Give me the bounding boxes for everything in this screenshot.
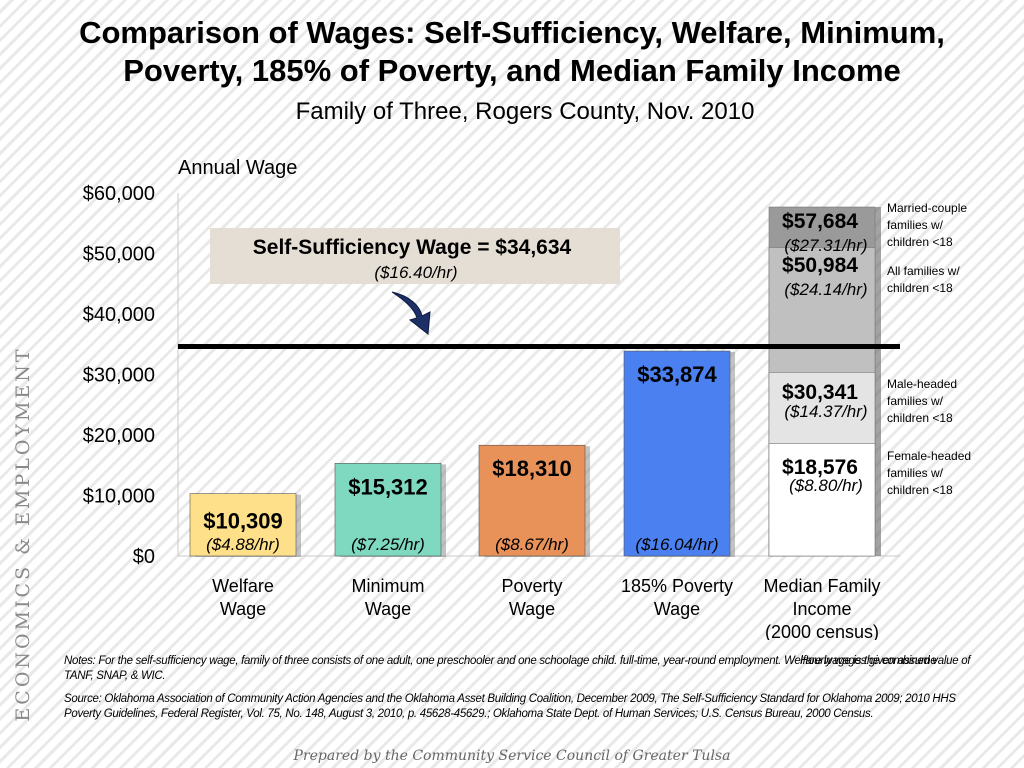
median-hourly-label: ($27.31/hr) (784, 236, 867, 255)
notes-source: Source: Oklahoma Association of Communit… (64, 692, 979, 722)
x-category-label: Poverty (501, 576, 562, 596)
median-segment-legend: Female-headed (887, 449, 971, 463)
y-tick-label: $50,000 (83, 244, 155, 266)
x-category-label: Median Family (763, 576, 880, 596)
x-category-label: Wage (365, 599, 411, 619)
median-segment-legend: All families w/ (887, 264, 960, 278)
median-segment-legend: children <18 (887, 235, 953, 249)
median-segment-legend: children <18 (887, 281, 953, 295)
median-segment-legend: children <18 (887, 483, 953, 497)
notes-hourly: Hourly wages given assume (800, 654, 936, 669)
callout-label: Self-Sufficiency Wage = $34,634 (253, 236, 572, 259)
x-category-label: Welfare (212, 576, 274, 596)
bar-value-label: $15,312 (348, 474, 428, 499)
y-tick-label: $40,000 (83, 304, 155, 326)
x-category-label: Wage (220, 599, 266, 619)
x-category-label: Wage (654, 599, 700, 619)
median-value-label: $50,984 (782, 254, 858, 277)
median-segment-legend: families w/ (887, 466, 944, 480)
bar-hourly-label: ($7.25/hr) (351, 535, 425, 554)
x-category-label: (2000 census) (765, 622, 879, 640)
y-tick-label: $0 (133, 546, 155, 568)
footer-credit: Prepared by the Community Service Counci… (0, 748, 1024, 764)
median-value-label: $30,341 (782, 381, 858, 404)
median-segment-legend: children <18 (887, 411, 953, 425)
y-tick-label: $30,000 (83, 365, 155, 387)
bar-value-label: $10,309 (203, 509, 283, 534)
median-value-label: $57,684 (782, 210, 858, 233)
median-hourly-label: ($24.14/hr) (784, 280, 867, 299)
bar-hourly-label: ($16.04/hr) (635, 535, 718, 554)
y-tick-label: $10,000 (83, 486, 155, 508)
median-segment-legend: families w/ (887, 218, 944, 232)
wage-bar-chart: Annual Wage $0 $10,000 $20,000 $30,000 $40,00… (0, 0, 1024, 640)
chart-notes: Hourly wages given assume Notes: For the… (64, 654, 979, 730)
bar-value-label: $18,310 (492, 456, 572, 481)
y-tick-label: $20,000 (83, 425, 155, 447)
callout-arrow (392, 292, 430, 334)
bar-hourly-label: ($8.67/hr) (495, 535, 569, 554)
y-tick-label: $60,000 (83, 183, 155, 205)
median-segment-legend: Married-couple (887, 201, 967, 215)
median-hourly-label: ($8.80/hr) (789, 476, 863, 495)
median-segment-legend: Male-headed (887, 377, 957, 391)
median-segment-legend: families w/ (887, 394, 944, 408)
bar-value-label: $33,874 (637, 362, 717, 387)
x-category-label: 185% Poverty (621, 576, 733, 596)
y-axis-label: Annual Wage (178, 157, 297, 179)
x-category-label: Wage (509, 599, 555, 619)
x-category-label: Minimum (351, 576, 424, 596)
bar-hourly-label: ($4.88/hr) (206, 535, 280, 554)
callout-hourly: ($16.40/hr) (374, 263, 457, 282)
median-hourly-label: ($14.37/hr) (784, 402, 867, 421)
x-category-label: Income (792, 599, 851, 619)
